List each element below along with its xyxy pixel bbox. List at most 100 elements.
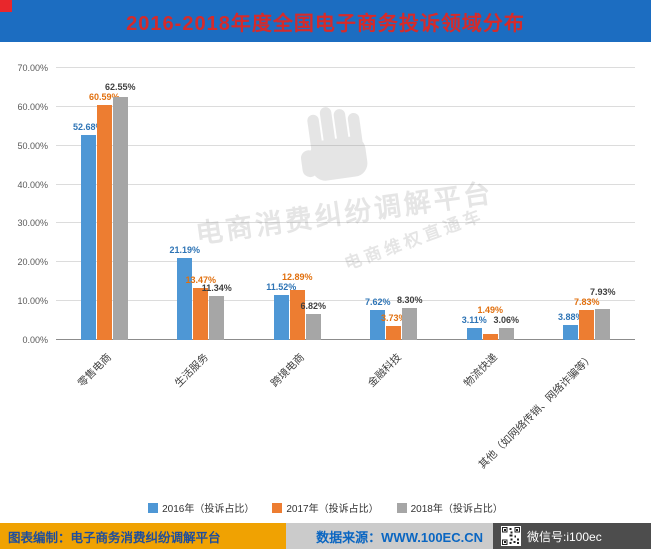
bar: [112, 96, 128, 340]
bar-value-label: 21.19%: [169, 244, 201, 255]
bar-value-label: 13.47%: [185, 274, 217, 285]
y-axis-label: 40.00%: [17, 179, 48, 190]
bar-value-label: 11.52%: [266, 282, 297, 293]
category-label: 生活服务: [172, 351, 211, 390]
bar-slot: 3.06%: [493, 68, 519, 340]
bar: [466, 327, 482, 340]
bar-slot: 3.11%: [462, 68, 487, 340]
bar-slot: 3.88%: [558, 68, 584, 340]
bar-value-label: 11.34%: [201, 282, 232, 293]
category-label: 跨境电商: [268, 351, 308, 390]
bar: [273, 295, 289, 340]
bar-slot: 11.34%: [202, 68, 232, 340]
qr-code-icon: [501, 526, 521, 546]
y-axis-label: 50.00%: [17, 140, 48, 151]
bar-value-label: 7.83%: [573, 296, 600, 307]
bar-slot: 1.49%: [477, 68, 503, 340]
bar-value-label: 1.49%: [477, 304, 504, 315]
bar: [370, 310, 386, 340]
gridline: [56, 300, 635, 302]
legend: 2016年（投诉占比） 2017年（投诉占比） 2018年（投诉占比）: [0, 500, 651, 515]
title-banner: 2016-2018年度全国电子商务投诉领域分布: [0, 0, 651, 42]
legend-swatch: [148, 502, 159, 513]
bar-value-label: 8.30%: [396, 294, 423, 305]
bar-group: 52.68% 60.59% 62.55%: [56, 68, 153, 340]
bar-group: 11.52% 12.89% 6.82%: [249, 68, 346, 340]
gridline: [56, 144, 635, 146]
bar-slot: 6.82%: [300, 68, 326, 340]
wechat-strip: 微信号:i100ec: [493, 523, 651, 549]
bar-value-label: 3.11%: [461, 314, 487, 325]
category-label: 零售电商: [75, 351, 115, 390]
bar: [595, 309, 611, 340]
legend-label: 2017年（投诉占比）: [286, 504, 379, 515]
y-axis-label: 0.00%: [22, 335, 48, 345]
gridline: [56, 339, 635, 340]
bar: [402, 307, 418, 340]
bar-group: 3.88% 7.83% 7.93%: [539, 68, 636, 340]
legend-label: 2018年（投诉占比）: [410, 504, 503, 515]
bar: [96, 104, 112, 340]
bar: [289, 289, 305, 340]
gridline: [56, 222, 635, 224]
bar: [482, 334, 498, 340]
bar: [498, 328, 514, 340]
bar-value-label: 52.68%: [72, 122, 104, 133]
bar-slot: 3.73%: [381, 68, 407, 340]
gridline: [56, 105, 635, 107]
bar-value-label: 3.73%: [380, 312, 407, 323]
bar-value-label: 7.62%: [364, 297, 391, 308]
legend-swatch: [396, 502, 407, 513]
footer-bar: 图表编制：电子商务消费纠纷调解平台 数据来源：WWW.100EC.CN 微信号:…: [0, 523, 651, 549]
legend-label: 2016年（投诉占比）: [162, 504, 255, 515]
bar-value-label: 62.55%: [104, 81, 136, 92]
bar-groups: 52.68% 60.59% 62.55% 21.19% 13.47% 11.34% 11.5…: [56, 68, 635, 340]
gridline: [56, 183, 635, 185]
bar-value-label: 6.82%: [300, 300, 327, 311]
bar-slot: 62.55%: [105, 68, 136, 340]
bar-slot: 13.47%: [185, 68, 216, 340]
bar-slot: 21.19%: [169, 68, 200, 340]
bar-value-label: 60.59%: [88, 91, 120, 102]
legend-item: 2018年（投诉占比）: [396, 500, 503, 515]
bar-slot: 7.83%: [574, 68, 600, 340]
source-strip: 数据来源：WWW.100EC.CN: [286, 523, 493, 549]
y-axis-label: 20.00%: [17, 257, 48, 268]
category-label: 其他（如网络传销、网络诈骗等）: [476, 351, 597, 472]
bar-group: 3.11% 1.49% 3.06%: [442, 68, 539, 340]
category-label: 物流快递: [461, 351, 501, 390]
bar: [80, 135, 96, 340]
credit-strip: 图表编制：电子商务消费纠纷调解平台: [0, 523, 286, 549]
y-axis-label: 10.00%: [17, 296, 48, 307]
plot-area: 0.00% 10.00% 20.00% 30.00% 40.00% 50.00% 60.00…: [17, 63, 635, 345]
bar-value-label: 3.88%: [557, 311, 584, 322]
legend-item: 2017年（投诉占比）: [272, 500, 379, 515]
bar-group: 7.62% 3.73% 8.30%: [346, 68, 443, 340]
bar-value-label: 3.06%: [493, 315, 520, 326]
bar: [579, 309, 595, 340]
bar: [563, 324, 579, 340]
bar-slot: 8.30%: [397, 68, 423, 340]
bar-value-label: 12.89%: [281, 272, 313, 283]
bar-slot: 60.59%: [89, 68, 120, 340]
bar: [177, 257, 193, 340]
bar: [305, 313, 321, 340]
gridline: [56, 261, 635, 263]
bar: [386, 325, 402, 340]
legend-swatch: [272, 502, 283, 513]
bar-value-label: 7.93%: [589, 286, 616, 297]
category-axis: 零售电商 生活服务 跨境电商 金融科技 物流快递 其他（如网络传销、网络诈骗等）: [56, 342, 635, 502]
bar-slot: 7.93%: [590, 68, 616, 340]
wechat-id: 微信号:i100ec: [527, 529, 602, 544]
gridline: [56, 67, 635, 68]
bar: [209, 295, 225, 340]
category-label: 金融科技: [365, 351, 404, 390]
bar-group: 21.19% 13.47% 11.34%: [153, 68, 250, 340]
bar-slot: 12.89%: [282, 68, 313, 340]
legend-item: 2016年（投诉占比）: [148, 500, 254, 515]
bar-slot: 11.52%: [266, 68, 296, 340]
bar-slot: 52.68%: [73, 68, 104, 340]
bar: [193, 287, 209, 340]
chart-title: 2016-2018年度全国电子商务投诉领域分布: [126, 12, 525, 35]
